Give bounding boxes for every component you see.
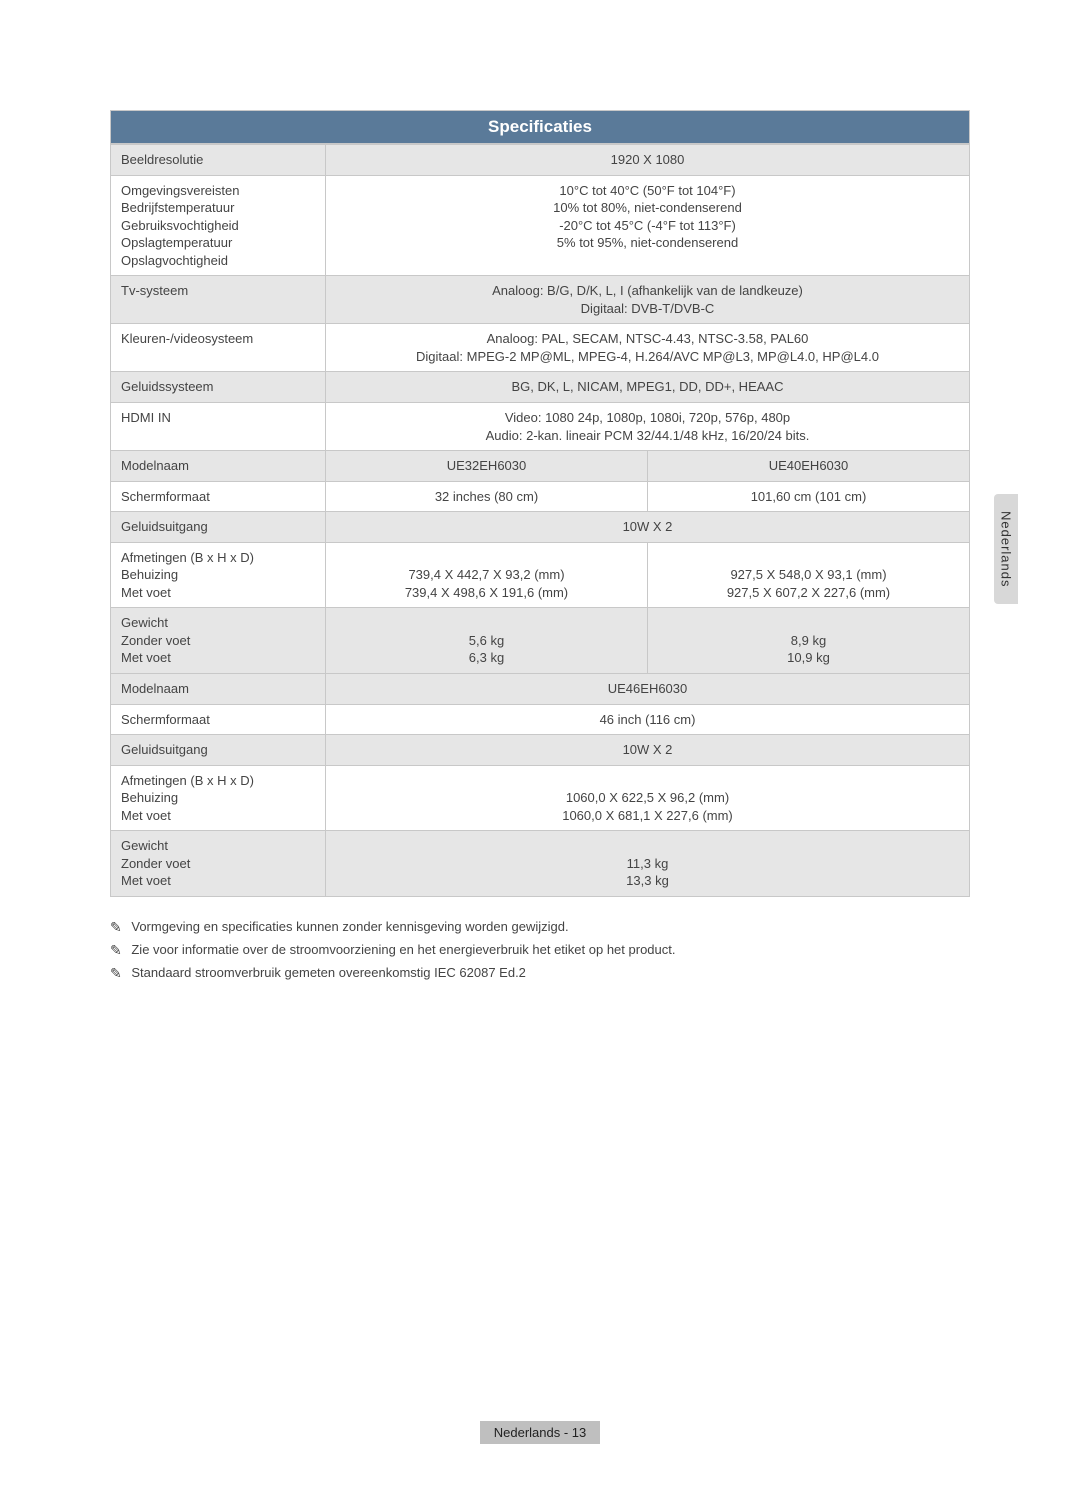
- table-row: HDMI IN Video: 1080 24p, 1080p, 1080i, 7…: [111, 403, 970, 451]
- spec-label: Gewicht Zonder voet Met voet: [111, 831, 326, 897]
- table-row: Beeldresolutie 1920 X 1080: [111, 145, 970, 176]
- language-tab: Nederlands: [994, 494, 1018, 604]
- table-row: Schermformaat 32 inches (80 cm) 101,60 c…: [111, 481, 970, 512]
- table-row: Afmetingen (B x H x D) Behuizing Met voe…: [111, 765, 970, 831]
- spec-label: Schermformaat: [111, 481, 326, 512]
- page-content: Specificaties Beeldresolutie 1920 X 1080…: [0, 0, 1080, 982]
- table-row: Geluidssysteem BG, DK, L, NICAM, MPEG1, …: [111, 372, 970, 403]
- table-row: Gewicht Zonder voet Met voet 11,3 kg 13,…: [111, 831, 970, 897]
- note-text: Vormgeving en specificaties kunnen zonde…: [131, 919, 568, 934]
- page-number: Nederlands - 13: [480, 1421, 601, 1444]
- spec-value: 5,6 kg 6,3 kg: [326, 608, 648, 674]
- table-row: Modelnaam UE32EH6030 UE40EH6030: [111, 451, 970, 482]
- spec-label: HDMI IN: [111, 403, 326, 451]
- notes-section: ✎ Vormgeving en specificaties kunnen zon…: [110, 919, 970, 982]
- spec-value: 10°C tot 40°C (50°F tot 104°F) 10% tot 8…: [326, 175, 970, 276]
- note-icon: ✎: [110, 919, 122, 936]
- spec-value: Analoog: B/G, D/K, L, I (afhankelijk van…: [326, 276, 970, 324]
- spec-value: 1920 X 1080: [326, 145, 970, 176]
- note-icon: ✎: [110, 965, 122, 982]
- spec-label: Omgevingsvereisten Bedrijfstemperatuur G…: [111, 175, 326, 276]
- spec-value: UE46EH6030: [326, 674, 970, 705]
- spec-value: 11,3 kg 13,3 kg: [326, 831, 970, 897]
- spec-value: 8,9 kg 10,9 kg: [647, 608, 969, 674]
- spec-label: Geluidssysteem: [111, 372, 326, 403]
- note-item: ✎ Vormgeving en specificaties kunnen zon…: [110, 919, 970, 936]
- spec-label: Geluidsuitgang: [111, 735, 326, 766]
- spec-value: 10W X 2: [326, 512, 970, 543]
- spec-label: Afmetingen (B x H x D) Behuizing Met voe…: [111, 542, 326, 608]
- language-tab-label: Nederlands: [999, 511, 1014, 588]
- spec-value: UE32EH6030: [326, 451, 648, 482]
- spec-value: 739,4 X 442,7 X 93,2 (mm) 739,4 X 498,6 …: [326, 542, 648, 608]
- table-row: Omgevingsvereisten Bedrijfstemperatuur G…: [111, 175, 970, 276]
- spec-label: Tv-systeem: [111, 276, 326, 324]
- spec-label: Modelnaam: [111, 451, 326, 482]
- note-item: ✎ Standaard stroomverbruik gemeten overe…: [110, 965, 970, 982]
- spec-value: UE40EH6030: [647, 451, 969, 482]
- table-row: Tv-systeem Analoog: B/G, D/K, L, I (afha…: [111, 276, 970, 324]
- section-title: Specificaties: [110, 110, 970, 144]
- spec-value: Analoog: PAL, SECAM, NTSC-4.43, NTSC-3.5…: [326, 324, 970, 372]
- note-icon: ✎: [110, 942, 122, 959]
- spec-label: Schermformaat: [111, 704, 326, 735]
- spec-value: Video: 1080 24p, 1080p, 1080i, 720p, 576…: [326, 403, 970, 451]
- spec-label: Modelnaam: [111, 674, 326, 705]
- table-row: Modelnaam UE46EH6030: [111, 674, 970, 705]
- table-row: Gewicht Zonder voet Met voet 5,6 kg 6,3 …: [111, 608, 970, 674]
- spec-value: 927,5 X 548,0 X 93,1 (mm) 927,5 X 607,2 …: [647, 542, 969, 608]
- note-text: Zie voor informatie over de stroomvoorzi…: [131, 942, 675, 957]
- spec-value: 10W X 2: [326, 735, 970, 766]
- table-row: Geluidsuitgang 10W X 2: [111, 512, 970, 543]
- spec-value: 101,60 cm (101 cm): [647, 481, 969, 512]
- page-footer: Nederlands - 13: [0, 1421, 1080, 1444]
- spec-label: Afmetingen (B x H x D) Behuizing Met voe…: [111, 765, 326, 831]
- table-row: Schermformaat 46 inch (116 cm): [111, 704, 970, 735]
- spec-value: 46 inch (116 cm): [326, 704, 970, 735]
- table-row: Geluidsuitgang 10W X 2: [111, 735, 970, 766]
- note-item: ✎ Zie voor informatie over de stroomvoor…: [110, 942, 970, 959]
- spec-table: Beeldresolutie 1920 X 1080 Omgevingsvere…: [110, 144, 970, 897]
- spec-value: 1060,0 X 622,5 X 96,2 (mm) 1060,0 X 681,…: [326, 765, 970, 831]
- spec-value: BG, DK, L, NICAM, MPEG1, DD, DD+, HEAAC: [326, 372, 970, 403]
- spec-label: Gewicht Zonder voet Met voet: [111, 608, 326, 674]
- note-text: Standaard stroomverbruik gemeten overeen…: [131, 965, 526, 980]
- spec-value: 32 inches (80 cm): [326, 481, 648, 512]
- spec-label: Geluidsuitgang: [111, 512, 326, 543]
- spec-label: Kleuren-/videosysteem: [111, 324, 326, 372]
- table-row: Afmetingen (B x H x D) Behuizing Met voe…: [111, 542, 970, 608]
- table-row: Kleuren-/videosysteem Analoog: PAL, SECA…: [111, 324, 970, 372]
- spec-label: Beeldresolutie: [111, 145, 326, 176]
